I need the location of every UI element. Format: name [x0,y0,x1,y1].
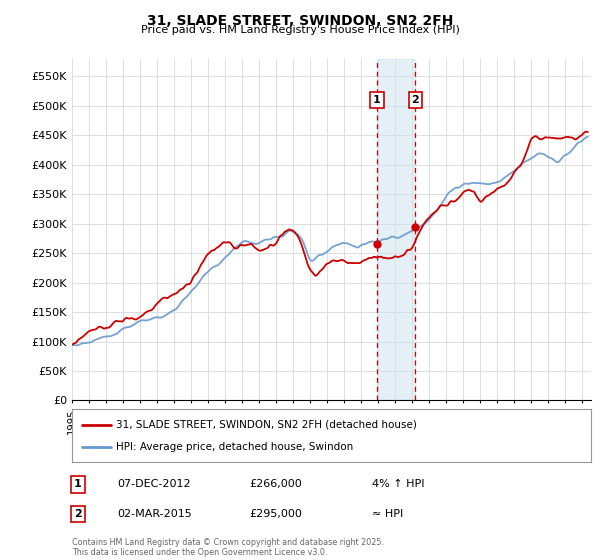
Text: 4% ↑ HPI: 4% ↑ HPI [372,479,425,489]
Text: 1: 1 [373,95,381,105]
Text: 1: 1 [74,479,82,489]
Text: 07-DEC-2012: 07-DEC-2012 [117,479,191,489]
Text: Price paid vs. HM Land Registry's House Price Index (HPI): Price paid vs. HM Land Registry's House … [140,25,460,35]
Text: £295,000: £295,000 [249,509,302,519]
Text: 31, SLADE STREET, SWINDON, SN2 2FH (detached house): 31, SLADE STREET, SWINDON, SN2 2FH (deta… [116,420,417,430]
Text: 31, SLADE STREET, SWINDON, SN2 2FH: 31, SLADE STREET, SWINDON, SN2 2FH [147,14,453,28]
Text: Contains HM Land Registry data © Crown copyright and database right 2025.
This d: Contains HM Land Registry data © Crown c… [72,538,384,557]
Bar [377,59,415,400]
Text: 02-MAR-2015: 02-MAR-2015 [117,509,192,519]
Text: £266,000: £266,000 [249,479,302,489]
Text: HPI: Average price, detached house, Swindon: HPI: Average price, detached house, Swin… [116,442,353,452]
Text: 2: 2 [412,95,419,105]
Text: 2: 2 [74,509,82,519]
Text: ≈ HPI: ≈ HPI [372,509,403,519]
